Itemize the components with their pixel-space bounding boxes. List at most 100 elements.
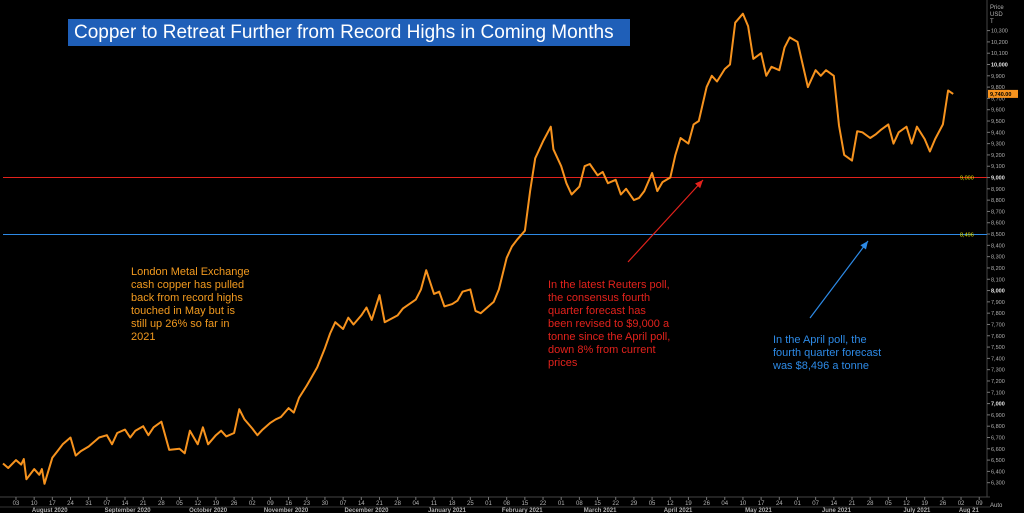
y-tick-label: 8,500	[991, 232, 1005, 238]
title-banner: Copper to Retreat Further from Record Hi…	[68, 19, 630, 46]
y-tick-label: 9,500	[991, 119, 1005, 125]
y-tick-label: 9,900	[991, 74, 1005, 80]
x-tick-label: 12	[194, 501, 201, 507]
x-tick-label: 19	[213, 501, 220, 507]
y-unit-label: T	[990, 19, 994, 25]
x-tick-label: 15	[594, 501, 601, 507]
x-tick-label: 05	[649, 501, 656, 507]
x-month-label: Aug 21	[959, 508, 980, 513]
x-month-label: August 2020	[32, 508, 68, 513]
x-tick-label: 28	[158, 501, 165, 507]
y-tick-label: 7,000	[991, 402, 1005, 408]
reuters-poll-arrow-head	[695, 180, 703, 189]
y-tick-label: 9,000	[991, 176, 1005, 182]
april-poll-arrow	[809, 240, 869, 319]
x-month-label: January 2021	[428, 508, 467, 513]
y-tick-label: 7,500	[991, 345, 1005, 351]
x-month-label: November 2020	[264, 508, 309, 513]
y-tick-label: 8,600	[991, 221, 1005, 227]
y-tick-label: 10,000	[991, 63, 1008, 69]
reuters-poll-arrow	[627, 179, 704, 263]
x-tick-label: 02	[958, 501, 965, 507]
y-tick-label: 10,300	[991, 29, 1008, 35]
y-tick-label: 6,400	[991, 469, 1005, 475]
y-tick-label: 9,300	[991, 142, 1005, 148]
x-tick-label: 17	[758, 501, 765, 507]
x-tick-label: 14	[358, 501, 365, 507]
x-tick-label: 26	[703, 501, 710, 507]
y-tick-label: 9,400	[991, 130, 1005, 136]
current-price-label: 9,740.00	[990, 92, 1011, 98]
x-tick-label: 03	[13, 501, 20, 507]
x-month-label: February 2021	[502, 508, 543, 513]
y-tick-label: 6,600	[991, 447, 1005, 453]
x-tick-label: 15	[522, 501, 529, 507]
x-tick-label: 28	[867, 501, 874, 507]
x-tick-label: 28	[394, 501, 401, 507]
x-tick-label: 19	[685, 501, 692, 507]
x-tick-label: 08	[503, 501, 510, 507]
x-tick-label: 07	[104, 501, 111, 507]
x-tick-label: 22	[540, 501, 547, 507]
x-tick-label: 11	[431, 501, 438, 507]
x-tick-label: 04	[721, 501, 728, 507]
x-tick-label: 10	[740, 501, 747, 507]
x-tick-label: 08	[576, 501, 583, 507]
y-tick-label: 6,800	[991, 424, 1005, 430]
x-tick-label: 25	[467, 501, 474, 507]
x-tick-label: 31	[85, 501, 92, 507]
reuters-poll-annotation: In the latest Reuters poll, the consensu…	[548, 279, 673, 370]
x-tick-label: 04	[412, 501, 419, 507]
y-tick-label: 8,300	[991, 255, 1005, 261]
x-unit-label: Auto	[990, 503, 1003, 509]
y-tick-label: 8,200	[991, 266, 1005, 272]
april-poll-arrow-head	[860, 241, 868, 250]
x-tick-label: 07	[812, 501, 819, 507]
x-tick-label: 29	[631, 501, 638, 507]
y-tick-label: 9,600	[991, 108, 1005, 114]
x-tick-label: 02	[249, 501, 256, 507]
x-month-label: December 2020	[344, 508, 389, 513]
x-tick-label: 26	[231, 501, 238, 507]
x-tick-label: 01	[794, 501, 801, 507]
y-tick-label: 7,700	[991, 322, 1005, 328]
x-tick-label: 23	[303, 501, 310, 507]
x-tick-label: 10	[31, 501, 38, 507]
reference-line-label: 9,000	[960, 176, 974, 182]
x-tick-label: 19	[921, 501, 928, 507]
y-unit-label: Price	[990, 5, 1004, 11]
x-tick-label: 14	[830, 501, 837, 507]
y-tick-label: 7,100	[991, 390, 1005, 396]
x-month-label: March 2021	[584, 508, 617, 513]
y-tick-label: 8,700	[991, 209, 1005, 215]
x-month-label: September 2020	[105, 508, 152, 513]
y-tick-label: 7,200	[991, 379, 1005, 385]
y-tick-label: 8,100	[991, 277, 1005, 283]
x-tick-label: 21	[849, 501, 856, 507]
x-month-label: October 2020	[189, 508, 228, 513]
y-tick-label: 8,400	[991, 243, 1005, 249]
y-tick-label: 9,200	[991, 153, 1005, 159]
x-month-label: June 2021	[822, 508, 852, 513]
y-tick-label: 7,600	[991, 334, 1005, 340]
april-poll-annotation: In the April poll, the fourth quarter fo…	[773, 334, 893, 373]
lme-annotation: London Metal Exchange cash copper has pu…	[131, 266, 253, 344]
x-tick-label: 18	[449, 501, 456, 507]
chart-title: Copper to Retreat Further from Record Hi…	[74, 22, 614, 43]
x-tick-label: 16	[285, 501, 292, 507]
x-tick-label: 09	[267, 501, 274, 507]
y-tick-label: 6,500	[991, 458, 1005, 464]
x-month-label: April 2021	[664, 508, 693, 513]
x-tick-label: 12	[667, 501, 674, 507]
y-tick-label: 10,100	[991, 51, 1008, 57]
price-series-line	[2, 12, 954, 485]
y-tick-label: 8,000	[991, 289, 1005, 295]
y-tick-label: 6,900	[991, 413, 1005, 419]
y-tick-label: 6,700	[991, 435, 1005, 441]
x-tick-label: 05	[885, 501, 892, 507]
y-tick-label: 9,800	[991, 85, 1005, 91]
x-tick-label: 07	[340, 501, 347, 507]
x-tick-label: 09	[976, 501, 983, 507]
